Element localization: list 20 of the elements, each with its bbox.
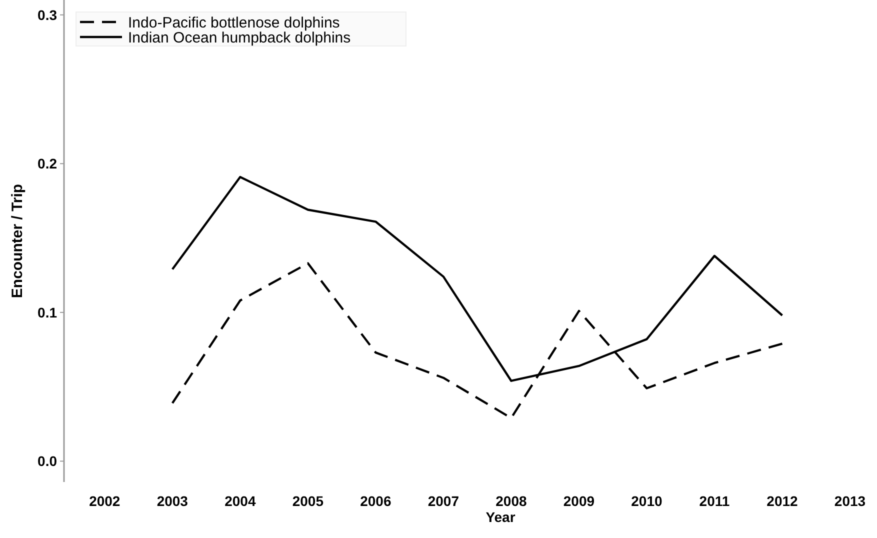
x-tick-label: 2006 bbox=[360, 493, 392, 509]
x-tick-label: 2008 bbox=[496, 493, 527, 509]
x-axis-title: Year bbox=[486, 509, 516, 525]
y-tick-label: 0.0 bbox=[38, 453, 58, 470]
x-tick-label: 2013 bbox=[834, 493, 866, 509]
x-tick-label: 2012 bbox=[766, 493, 798, 509]
x-tick-label: 2005 bbox=[292, 493, 324, 509]
y-axis-title: Encounter / Trip bbox=[9, 184, 26, 298]
x-tick-label: 2011 bbox=[699, 493, 730, 509]
x-tick-label: 2002 bbox=[89, 493, 120, 509]
legend-label: Indian Ocean humpback dolphins bbox=[128, 29, 351, 46]
x-tick-label: 2009 bbox=[563, 493, 595, 509]
y-tick-label: 0.3 bbox=[38, 6, 58, 23]
x-tick-label: 2003 bbox=[156, 493, 188, 509]
legend-label: Indo-Pacific bottlenose dolphins bbox=[128, 14, 340, 32]
y-tick-label: 0.2 bbox=[38, 156, 58, 172]
x-tick-label: 2004 bbox=[224, 493, 256, 509]
x-tick-label: 2010 bbox=[631, 493, 663, 509]
y-tick-label: 0.1 bbox=[38, 304, 58, 320]
x-tick-label: 2007 bbox=[428, 493, 460, 509]
